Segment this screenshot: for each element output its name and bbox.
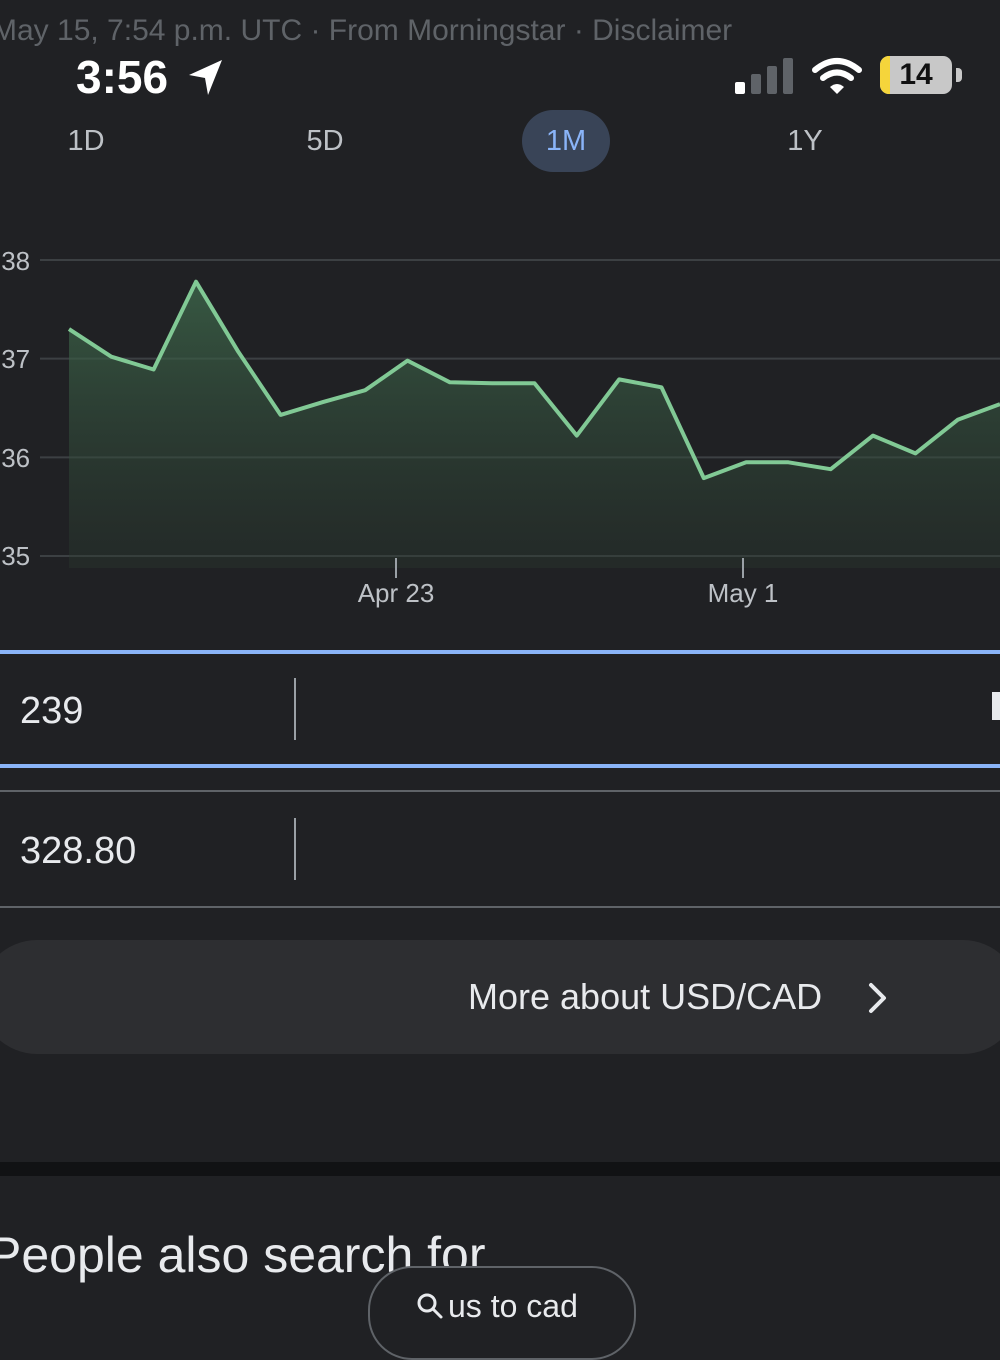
wifi-icon <box>812 58 862 94</box>
field2-top-border <box>0 790 1000 792</box>
source-disclaimer-text[interactable]: May 15, 7:54 p.m. UTC · From Morningstar… <box>0 14 733 47</box>
amount-input-from[interactable]: 239 <box>20 690 84 732</box>
battery-icon: 14 <box>880 56 966 96</box>
search-icon <box>417 1293 443 1319</box>
location-arrow-icon <box>189 60 222 95</box>
more-about-button[interactable] <box>0 940 1000 1054</box>
y-tick-label: .38 <box>0 246 31 276</box>
exchange-rate-chart[interactable] <box>0 240 1000 600</box>
y-tick-label: .35 <box>0 541 31 571</box>
x-tick-label: May 1 <box>707 578 779 608</box>
tab-1m[interactable]: 1M <box>522 110 610 172</box>
field1-divider <box>294 678 296 740</box>
tab-1y[interactable]: 1Y <box>787 125 823 157</box>
battery-percent: 14 <box>899 58 933 91</box>
more-about-label[interactable]: More about USD/CAD <box>468 976 823 1017</box>
cellular-signal-icon <box>735 58 793 94</box>
currency-selector-from[interactable] <box>992 692 1000 720</box>
field1-bottom-border <box>0 764 1000 768</box>
chevron-right-icon[interactable] <box>864 980 892 1016</box>
status-time: 3:56 <box>76 51 169 103</box>
field2-bottom-border <box>0 906 1000 908</box>
amount-input-to[interactable]: 328.80 <box>20 830 137 872</box>
section-separator <box>0 1162 1000 1176</box>
tab-1d[interactable]: 1D <box>67 125 105 157</box>
tab-5d[interactable]: 5D <box>306 125 344 157</box>
search-chip-label[interactable]: us to cad <box>448 1288 578 1324</box>
field1-top-border <box>0 650 1000 654</box>
x-tick-label: Apr 23 <box>357 578 435 608</box>
chart-series-line <box>67 279 1000 481</box>
chart-area-fill <box>69 281 1000 568</box>
y-tick-label: .37 <box>0 344 31 374</box>
field2-divider <box>294 818 296 880</box>
y-tick-label: .36 <box>0 443 31 473</box>
